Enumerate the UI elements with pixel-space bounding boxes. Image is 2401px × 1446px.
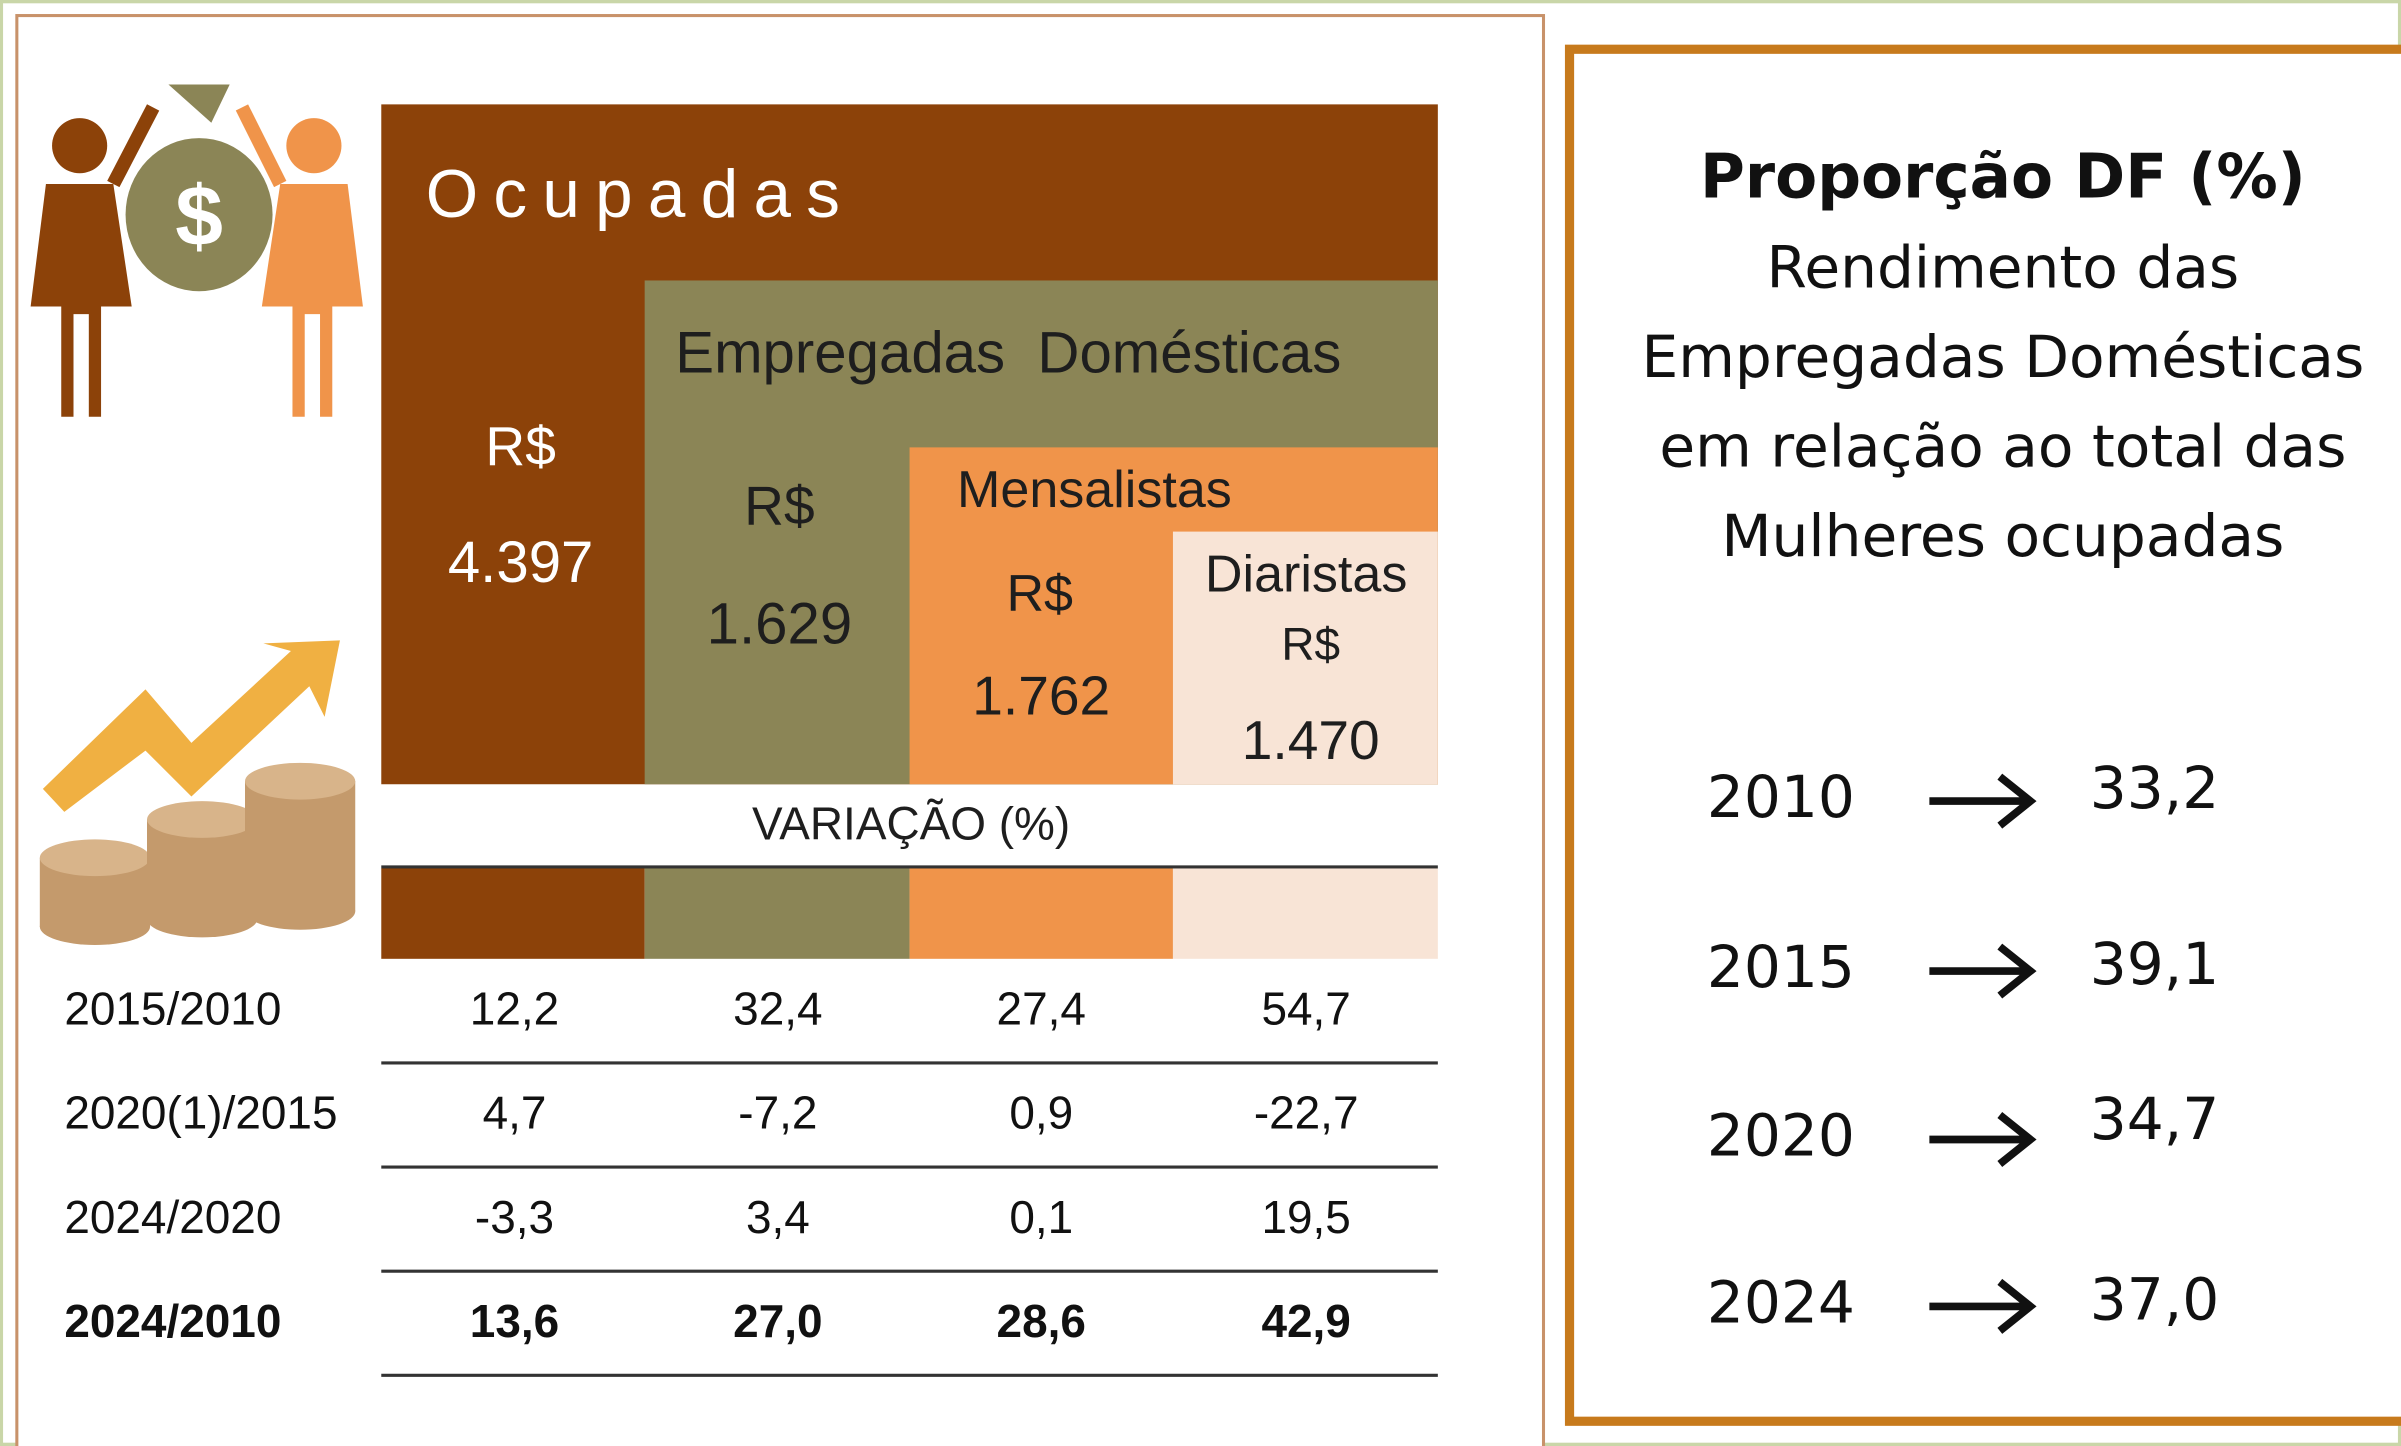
subtitle-line: em relação ao total das: [1659, 413, 2346, 481]
row-label: 2024/2020: [64, 1191, 281, 1243]
color-key: [1172, 868, 1438, 959]
subtitle-line: Mulheres ocupadas: [1721, 502, 2284, 570]
cell: 19,5: [1261, 1191, 1350, 1243]
variacao-title: VARIAÇÃO (%): [752, 797, 1070, 849]
row-label: 2024/2010: [64, 1295, 281, 1347]
mensalistas-title: Mensalistas: [957, 461, 1232, 519]
proporcao-subtitle: Rendimento das Empregadas Domésticas em re…: [1641, 233, 2364, 570]
year: 2024: [1707, 1269, 1855, 1337]
cell: -22,7: [1254, 1087, 1359, 1139]
cell: 4,7: [483, 1087, 547, 1139]
arrow: [1929, 1112, 2037, 1167]
value: 1.762: [972, 665, 1110, 727]
arrow: [1929, 1278, 2037, 1334]
year: 2020: [1707, 1102, 1855, 1170]
color-key: [381, 868, 645, 959]
color-key: [909, 868, 1173, 959]
proportion: 34,7: [2090, 1085, 2220, 1153]
arrow: [1929, 943, 2037, 999]
svg-text:$: $: [175, 168, 223, 264]
diaristas-box: [1172, 531, 1438, 785]
year: 2015: [1707, 933, 1855, 1001]
currency: R$: [744, 475, 814, 537]
value: 4.397: [448, 530, 594, 595]
cell: -7,2: [738, 1087, 817, 1139]
ocupadas-title: Ocupadas: [426, 157, 856, 232]
cell: -3,3: [475, 1191, 554, 1243]
cell: 42,9: [1261, 1295, 1350, 1347]
variacao-table: 2015/2010 12,2 32,4 27,4 54,7 2020(1)/2015 4,7…: [64, 983, 1438, 1377]
year: 2010: [1707, 763, 1855, 831]
subtitle-line: Rendimento das: [1767, 233, 2240, 301]
cell: 32,4: [733, 983, 822, 1035]
row-label: 2015/2010: [64, 983, 281, 1035]
women-icon: $: [30, 84, 363, 417]
growth-icon: [39, 640, 356, 946]
cell: 27,0: [733, 1295, 822, 1347]
proporcao-list: 2010 33,2 2015 39,1 2020 34,7 2024 37,0: [1707, 754, 2219, 1336]
row-label: 2020(1)/2015: [64, 1087, 337, 1139]
cell: 0,9: [1009, 1087, 1073, 1139]
subtitle-line: Empregadas Domésticas: [1641, 323, 2364, 391]
cell: 3,4: [746, 1191, 810, 1243]
cell: 0,1: [1009, 1191, 1073, 1243]
value: 1.470: [1242, 709, 1380, 771]
proportion: 37,0: [2090, 1265, 2220, 1333]
proportion: 39,1: [2090, 930, 2220, 998]
diaristas-title: Diaristas: [1205, 545, 1407, 603]
proportion: 33,2: [2090, 754, 2220, 822]
cell: 12,2: [470, 983, 559, 1035]
value: 1.629: [707, 591, 853, 656]
arrow: [1929, 773, 2037, 829]
cell: 28,6: [997, 1295, 1086, 1347]
currency: R$: [485, 415, 555, 477]
empregadas-title: Empregadas Domésticas: [675, 320, 1341, 385]
currency: R$: [1281, 618, 1340, 670]
cell: 13,6: [470, 1295, 559, 1347]
proporcao-title: Proporção DF (%): [1700, 142, 2306, 213]
cell: 27,4: [997, 983, 1086, 1035]
cell: 54,7: [1261, 983, 1350, 1035]
right-panel: [1564, 44, 2401, 1426]
color-key: [644, 868, 910, 959]
currency: R$: [1006, 565, 1073, 623]
